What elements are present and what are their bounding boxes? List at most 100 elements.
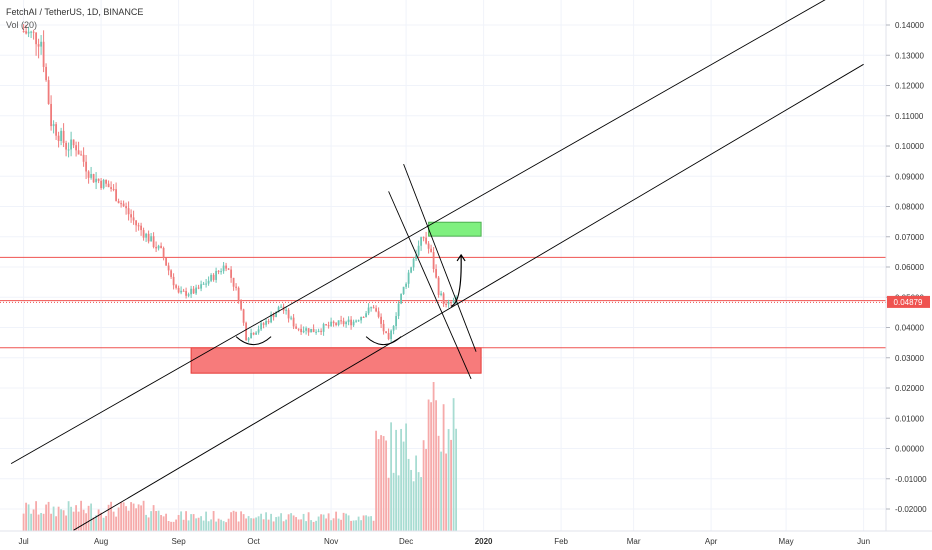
volume-bar (102, 517, 105, 531)
volume-bar (165, 513, 167, 531)
candle-body (195, 287, 197, 294)
volume-bar (332, 518, 335, 531)
symbol-label[interactable]: FetchAI / TetherUS, 1D, BINANCE (6, 7, 144, 17)
volume-bar (420, 477, 422, 531)
candle-body (50, 103, 52, 127)
candle-body (305, 328, 307, 331)
volume-bar (292, 515, 295, 531)
volume-bar (375, 430, 377, 531)
candle-body (232, 277, 235, 287)
candle-body (265, 321, 267, 325)
volume-bar (27, 504, 30, 531)
volume-bar (70, 506, 72, 531)
volume-bar (87, 505, 90, 531)
volume-bar (227, 518, 230, 531)
candle-body (42, 41, 45, 67)
annotations (235, 253, 466, 346)
volume-bar (430, 402, 432, 531)
candle-body (300, 328, 302, 333)
candle-body (375, 308, 377, 312)
volume-bar (140, 505, 142, 531)
volume-bar (317, 516, 320, 531)
candle-body (95, 178, 97, 183)
y-tick-label: -0.01000 (895, 475, 927, 484)
candle-body (230, 269, 232, 278)
volume-bar (347, 515, 350, 531)
candle-body (80, 154, 82, 156)
candle-body (27, 31, 30, 34)
volume-bar (405, 423, 407, 531)
volume-bar (187, 520, 190, 531)
candle-body (335, 323, 337, 325)
volume-bar (377, 439, 380, 531)
volume-bar (172, 521, 175, 531)
volume-bar (417, 472, 420, 531)
candle-body (205, 283, 207, 285)
candle-body (142, 230, 145, 238)
volume-bar (372, 520, 375, 531)
volume-bar (37, 514, 40, 531)
rounded-bottom-arc (365, 336, 402, 346)
candle-body (327, 325, 330, 327)
volume-bar (25, 502, 27, 531)
candle-body (72, 139, 75, 146)
candle-body (240, 300, 242, 310)
candle-body (255, 332, 257, 335)
candle-body (140, 225, 142, 231)
x-tick-label: Sep (171, 537, 186, 546)
volume-bar (185, 511, 187, 531)
candle-body (47, 80, 50, 104)
volume-bar (220, 519, 222, 531)
volume-bar (130, 502, 132, 531)
volume-bar (345, 513, 347, 531)
candle-body (177, 287, 180, 293)
candle-body (357, 320, 360, 322)
candle-body (425, 237, 427, 244)
candle-body (222, 265, 225, 272)
candle-body (97, 178, 100, 181)
volume-bar (257, 516, 260, 531)
candle-body (120, 203, 122, 205)
volume-bar (415, 455, 417, 531)
candle-body (160, 245, 162, 249)
volume-bar (182, 519, 185, 531)
candle-body (295, 326, 297, 329)
candle-body (60, 130, 62, 142)
volume-bar (442, 404, 445, 531)
volume-bar (50, 513, 52, 531)
volume-bar (55, 516, 57, 531)
volume-bar (397, 475, 400, 531)
candle-body (345, 322, 347, 325)
volume-bar (202, 520, 205, 531)
volume-bar (427, 399, 430, 531)
candle-body (102, 179, 105, 189)
time-axis[interactable]: Jul Aug Sep Oct Nov Dec 2020 Feb Mar Apr May Jun (18, 537, 870, 546)
volume-bar (47, 501, 50, 531)
candle-body (350, 319, 352, 326)
candle-body (402, 286, 405, 294)
volume-bar (452, 398, 455, 531)
volume-bar (255, 517, 257, 531)
candle-body (385, 331, 387, 333)
candle-body (245, 322, 247, 341)
candle-body (35, 32, 37, 45)
candle-body (132, 217, 135, 221)
candle-body (452, 300, 455, 303)
candle-body (355, 320, 357, 322)
target-zone (428, 221, 482, 237)
candle-body (362, 316, 365, 318)
candle-body (437, 277, 440, 295)
volume-bar (147, 517, 150, 531)
volume-label[interactable]: Vol (20) (6, 20, 38, 30)
candle-body (107, 183, 110, 188)
candle-body (380, 316, 382, 324)
candle-body (322, 324, 325, 332)
candle-body (130, 214, 132, 218)
volume-bar (392, 472, 395, 531)
candle-body (57, 135, 60, 142)
candle-body (207, 280, 210, 284)
candle-body (435, 269, 437, 278)
volume-bar (62, 510, 65, 531)
x-tick-label: 2020 (475, 537, 493, 546)
